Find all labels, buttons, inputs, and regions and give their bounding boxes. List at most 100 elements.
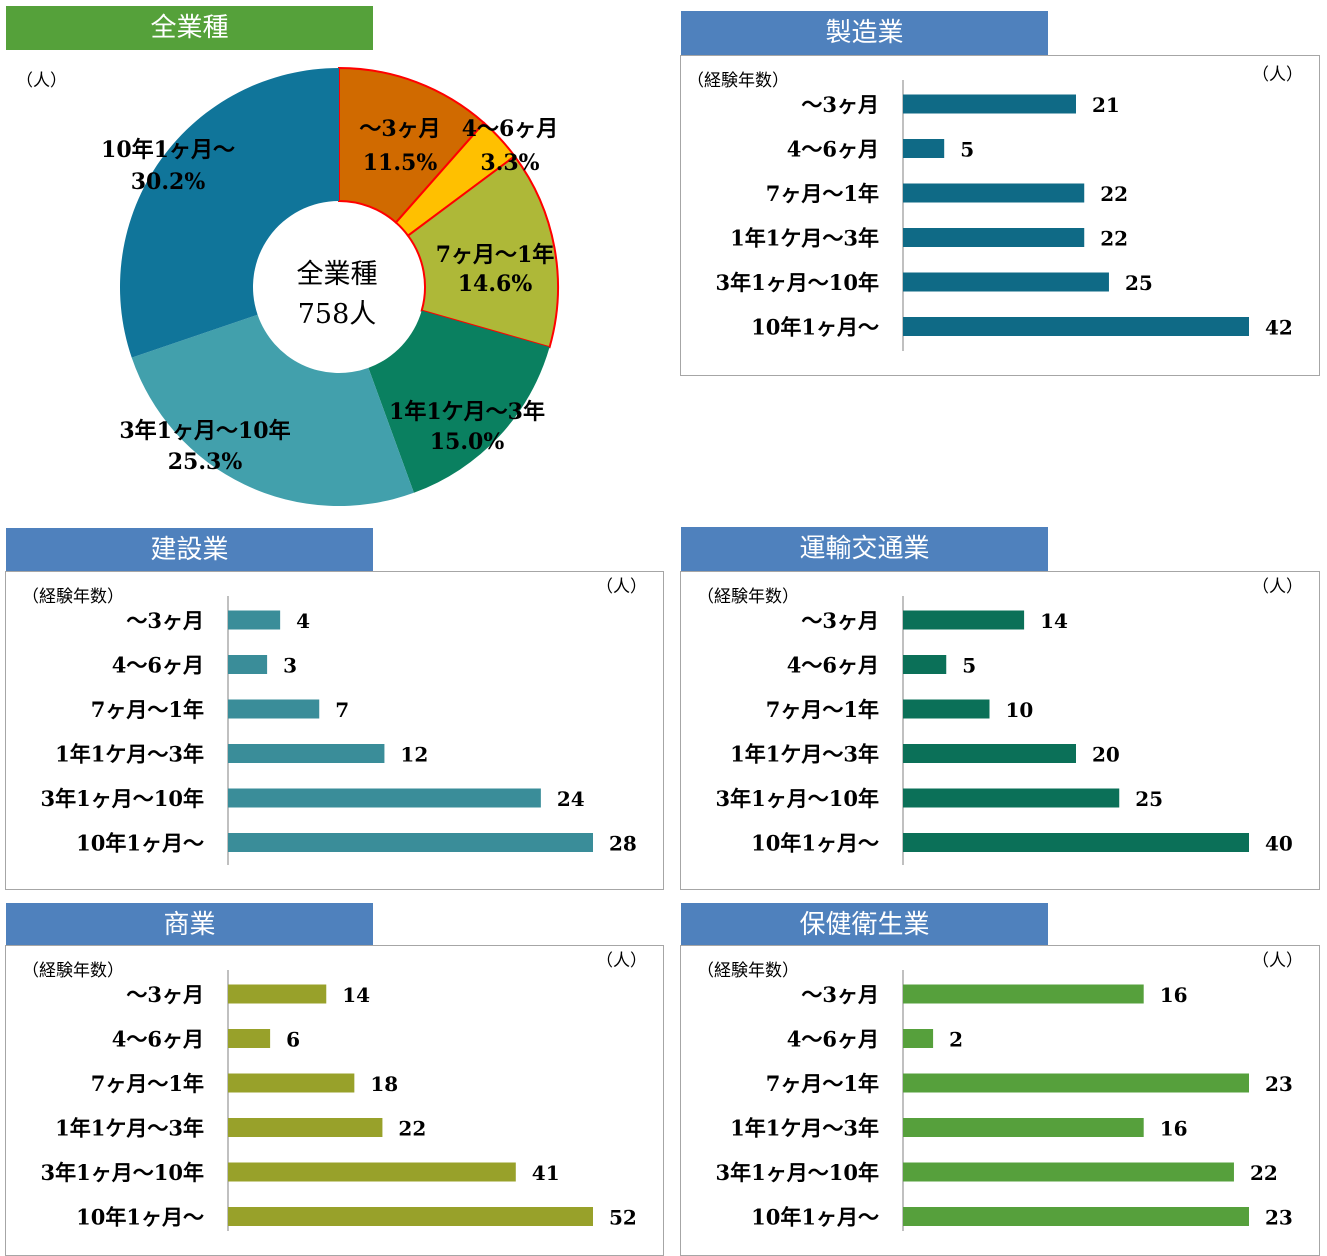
- bar-value-label: 12: [400, 743, 428, 767]
- bar: [903, 655, 947, 674]
- bar-category-label: 3年1ヶ月～10年: [716, 270, 879, 295]
- bar: [903, 699, 990, 719]
- pie-slice: [131, 314, 414, 506]
- all-industries-pie-chart: ～3ヶ月 11.5% 4～6ヶ月 3.3% 7ヶ月～1年 14.6% 1年1ケ月～3年 15.…: [101, 66, 559, 506]
- manufacturing-bar-chart: 21 ～3ヶ月 5 4～6ヶ月 22 7ヶ月～1年 22 1年1ケ月～3年 25 3年1ヶ月～10…: [716, 80, 1293, 351]
- bar: [228, 833, 593, 852]
- bar: [903, 94, 1076, 114]
- commerce-panel: （経験年数） （人） 14 ～3ヶ月 6 4～6ヶ月 18 7ヶ月～1年 22 1年1ケ月～3…: [5, 945, 664, 1256]
- pie-slice-percent: 30.2%: [131, 169, 206, 195]
- bar: [903, 1073, 1249, 1093]
- bar-value-label: 22: [1100, 227, 1128, 251]
- bar-value-label: 52: [609, 1206, 637, 1230]
- pie-slice-name: 1年1ケ月～3年: [389, 399, 545, 425]
- bar: [903, 1207, 1249, 1226]
- bar: [903, 1162, 1234, 1182]
- transport-axis-title: （経験年数）: [697, 587, 799, 607]
- bar-value-label: 21: [1092, 93, 1120, 117]
- pie-slice-name: 7ヶ月～1年: [436, 242, 555, 268]
- bar-value-label: 7: [335, 698, 349, 722]
- pie-slice-name: 3年1ヶ月～10年: [119, 418, 290, 444]
- pie-slice: [406, 154, 559, 349]
- bar-category-label: 10年1ヶ月～: [76, 1205, 204, 1230]
- manufacturing-unit: （人）: [1252, 65, 1303, 85]
- bar-category-label: 7ヶ月～1年: [766, 1071, 879, 1096]
- all-unit-label: （人）: [16, 71, 67, 91]
- bar: [903, 317, 1249, 336]
- bar: [228, 744, 385, 763]
- bar-category-label: 3年1ヶ月～10年: [41, 786, 204, 811]
- bar-value-label: 24: [557, 787, 585, 811]
- bar-value-label: 22: [1100, 182, 1128, 206]
- bar-category-label: 1年1ケ月～3年: [55, 1116, 204, 1141]
- pie-slice-percent: 25.3%: [168, 449, 243, 475]
- pie-slice: [120, 68, 339, 358]
- commerce-bar-chart: 14 ～3ヶ月 6 4～6ヶ月 18 7ヶ月～1年 22 1年1ケ月～3年 41 3年1ヶ月～10…: [41, 970, 637, 1231]
- bar-value-label: 22: [398, 1117, 426, 1141]
- bar-category-label: 3年1ヶ月～10年: [716, 1160, 879, 1185]
- bar-value-label: 23: [1265, 1206, 1293, 1230]
- bar: [903, 1118, 1144, 1137]
- transport-banner: 運輸交通業: [681, 527, 1048, 571]
- bar-category-label: ～3ヶ月: [801, 92, 879, 117]
- construction-unit: （人）: [596, 577, 647, 597]
- construction-bar-chart: 4 ～3ヶ月 3 4～6ヶ月 7 7ヶ月～1年 12 1年1ケ月～3年 24 3年1ヶ月～10年 2…: [41, 596, 637, 865]
- bar-value-label: 14: [342, 983, 370, 1007]
- health-unit: （人）: [1252, 951, 1303, 971]
- pie-slice-percent: 14.6%: [458, 271, 533, 297]
- transport-panel: （経験年数） （人） 14 ～3ヶ月 5 4～6ヶ月 10 7ヶ月～1年 20 1年1ケ月～3…: [680, 571, 1320, 890]
- bar: [228, 788, 541, 808]
- construction-axis-title: （経験年数）: [22, 587, 124, 607]
- bar-value-label: 6: [286, 1028, 300, 1052]
- bar-category-label: 4～6ヶ月: [112, 653, 204, 678]
- transport-bar-chart: 14 ～3ヶ月 5 4～6ヶ月 10 7ヶ月～1年 20 1年1ケ月～3年 25 3年1ヶ月～10…: [716, 596, 1293, 865]
- bar-category-label: 1年1ケ月～3年: [730, 1116, 879, 1141]
- bar-category-label: 4～6ヶ月: [787, 137, 879, 162]
- pie-slice-percent: 3.3%: [480, 150, 539, 176]
- bar-value-label: 16: [1160, 1117, 1188, 1141]
- commerce-unit: （人）: [596, 951, 647, 971]
- bar-value-label: 41: [532, 1161, 560, 1185]
- bar-value-label: 4: [296, 609, 310, 633]
- bar-value-label: 22: [1250, 1161, 1278, 1185]
- health-panel: （経験年数） （人） 16 ～3ヶ月 2 4～6ヶ月 23 7ヶ月～1年 16 1年1ケ月～3…: [680, 945, 1320, 1256]
- bar: [228, 655, 268, 674]
- bar: [228, 610, 281, 630]
- bar-value-label: 2: [949, 1028, 963, 1052]
- bar: [228, 699, 320, 719]
- commerce-banner: 商業: [6, 903, 373, 947]
- bar-value-label: 42: [1265, 316, 1293, 340]
- bar-category-label: 7ヶ月～1年: [766, 181, 879, 206]
- bar-category-label: 1年1ケ月～3年: [730, 226, 879, 251]
- bar: [903, 272, 1109, 292]
- bar-value-label: 40: [1265, 832, 1293, 856]
- health-axis-title: （経験年数）: [697, 961, 799, 981]
- bar-category-label: 3年1ヶ月～10年: [716, 786, 879, 811]
- bar-value-label: 14: [1040, 609, 1068, 633]
- bar: [228, 984, 327, 1004]
- pie-center-title: 全業種: [297, 259, 378, 290]
- bar: [903, 984, 1144, 1004]
- bar-category-label: ～3ヶ月: [126, 608, 204, 633]
- bar: [228, 1118, 383, 1137]
- pie-slice-name: ～3ヶ月: [359, 116, 440, 142]
- bar: [903, 228, 1085, 247]
- bar-category-label: 4～6ヶ月: [787, 653, 879, 678]
- construction-panel: （経験年数） （人） 4 ～3ヶ月 3 4～6ヶ月 7 7ヶ月～1年 12 1年1ケ月～3年 2…: [5, 571, 664, 890]
- all-industries-banner: 全業種: [6, 6, 373, 50]
- bar-value-label: 25: [1125, 271, 1153, 295]
- bar-category-label: ～3ヶ月: [126, 982, 204, 1007]
- transport-unit: （人）: [1252, 577, 1303, 597]
- pie-slice-percent: 15.0%: [430, 429, 505, 455]
- bar-category-label: 1年1ケ月～3年: [730, 742, 879, 767]
- manufacturing-banner: 製造業: [681, 11, 1048, 55]
- commerce-axis-title: （経験年数）: [22, 961, 124, 981]
- bar-value-label: 28: [609, 832, 637, 856]
- bar-value-label: 16: [1160, 983, 1188, 1007]
- bar-category-label: ～3ヶ月: [801, 608, 879, 633]
- bar: [903, 610, 1025, 630]
- manufacturing-panel: （経験年数） （人） 21 ～3ヶ月 5 4～6ヶ月 22 7ヶ月～1年 22 1年1ケ月～3…: [680, 55, 1320, 376]
- bar-value-label: 3: [283, 654, 297, 678]
- bar-category-label: 7ヶ月～1年: [91, 697, 204, 722]
- bar: [903, 183, 1085, 203]
